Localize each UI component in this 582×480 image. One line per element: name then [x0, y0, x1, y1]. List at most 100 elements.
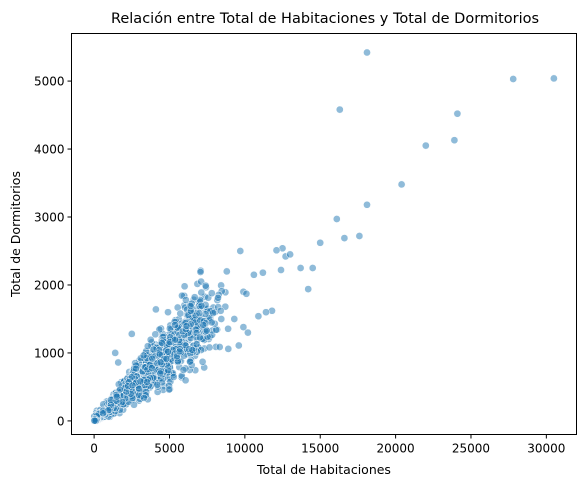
- data-point: [188, 346, 197, 354]
- data-point: [196, 268, 205, 276]
- data-point: [180, 282, 189, 291]
- data-point: [99, 409, 107, 418]
- chart-title: Relación entre Total de Habitaciones y T…: [111, 11, 539, 27]
- data-point: [152, 305, 160, 314]
- data-point: [156, 358, 165, 367]
- data-point: [316, 238, 325, 247]
- x-tick-label: 25000: [452, 442, 490, 456]
- y-tick-label: 4000: [34, 143, 65, 157]
- data-point: [259, 268, 267, 277]
- y-tick-label: 3000: [34, 211, 65, 225]
- data-point: [363, 48, 371, 57]
- data-point: [195, 333, 204, 342]
- data-point: [176, 309, 185, 318]
- data-point: [181, 376, 190, 385]
- y-tick-label: 1000: [34, 346, 65, 360]
- data-point: [340, 234, 349, 242]
- data-point: [151, 330, 160, 339]
- data-point: [139, 351, 148, 360]
- data-point: [509, 75, 518, 83]
- data-point: [272, 246, 281, 255]
- data-point: [453, 109, 462, 118]
- data-point: [216, 306, 225, 315]
- data-point: [157, 338, 166, 347]
- x-tick-label: 5000: [154, 442, 185, 456]
- data-point: [186, 357, 194, 366]
- data-point: [179, 366, 188, 374]
- data-point: [116, 385, 124, 394]
- data-point: [162, 354, 171, 363]
- plot-frame: [71, 33, 577, 435]
- data-point: [222, 267, 231, 276]
- x-tick-label: 0: [90, 442, 98, 456]
- data-point: [214, 293, 222, 302]
- data-point: [236, 247, 245, 255]
- data-point: [262, 308, 270, 317]
- data-point: [165, 385, 173, 394]
- data-point: [201, 281, 210, 290]
- data-point: [244, 328, 252, 337]
- data-point: [135, 384, 143, 393]
- data-point: [182, 296, 190, 304]
- data-point: [156, 369, 165, 378]
- data-point: [190, 293, 199, 302]
- data-point: [205, 343, 214, 352]
- data-point: [450, 136, 459, 145]
- data-points: [90, 48, 558, 425]
- data-point: [207, 318, 216, 327]
- data-point: [149, 345, 158, 354]
- x-tick-label: 15000: [301, 442, 339, 456]
- data-point: [230, 315, 239, 323]
- data-point: [111, 349, 120, 357]
- data-point: [363, 200, 371, 209]
- data-point: [202, 326, 211, 335]
- x-tick-label: 10000: [226, 442, 264, 456]
- data-point: [175, 347, 184, 356]
- data-point: [215, 343, 224, 351]
- data-point: [332, 215, 341, 223]
- data-point: [224, 345, 233, 353]
- data-point: [153, 380, 162, 389]
- data-point: [296, 264, 305, 272]
- x-tick-label: 20000: [377, 442, 415, 456]
- data-point: [136, 377, 145, 386]
- data-point: [355, 232, 364, 240]
- data-point: [197, 288, 206, 297]
- x-axis-label: Total de Habitaciones: [256, 462, 391, 477]
- data-point: [146, 335, 155, 344]
- data-point: [397, 180, 406, 189]
- data-point: [234, 341, 243, 350]
- data-point: [182, 322, 191, 330]
- data-point: [304, 285, 313, 293]
- data-point: [224, 324, 232, 333]
- y-axis: 0 1000 2000 3000 4000 5000: [34, 75, 72, 428]
- data-point: [143, 378, 151, 386]
- data-point: [239, 323, 248, 331]
- data-point: [421, 141, 430, 150]
- x-tick-label: 30000: [527, 442, 565, 456]
- data-point: [277, 266, 285, 274]
- y-tick-label: 0: [57, 414, 65, 428]
- data-point: [192, 340, 201, 348]
- data-point: [114, 358, 123, 367]
- data-point: [143, 342, 152, 351]
- y-tick-label: 5000: [34, 75, 65, 89]
- y-tick-label: 2000: [34, 278, 65, 292]
- data-point: [207, 289, 216, 298]
- data-point: [90, 416, 99, 425]
- data-point: [147, 364, 156, 372]
- data-point: [197, 301, 206, 310]
- data-point: [250, 270, 258, 279]
- data-point: [195, 309, 204, 318]
- data-point: [286, 250, 294, 259]
- x-axis: 0 5000 10000 15000 20000 25000 30000: [90, 434, 565, 456]
- y-axis-label: Total de Dormitorios: [8, 171, 23, 298]
- data-point: [128, 381, 137, 390]
- data-point: [308, 264, 317, 272]
- data-point: [164, 308, 172, 317]
- data-point: [127, 330, 136, 338]
- data-point: [132, 364, 140, 373]
- data-point: [140, 394, 148, 402]
- data-point: [169, 373, 178, 381]
